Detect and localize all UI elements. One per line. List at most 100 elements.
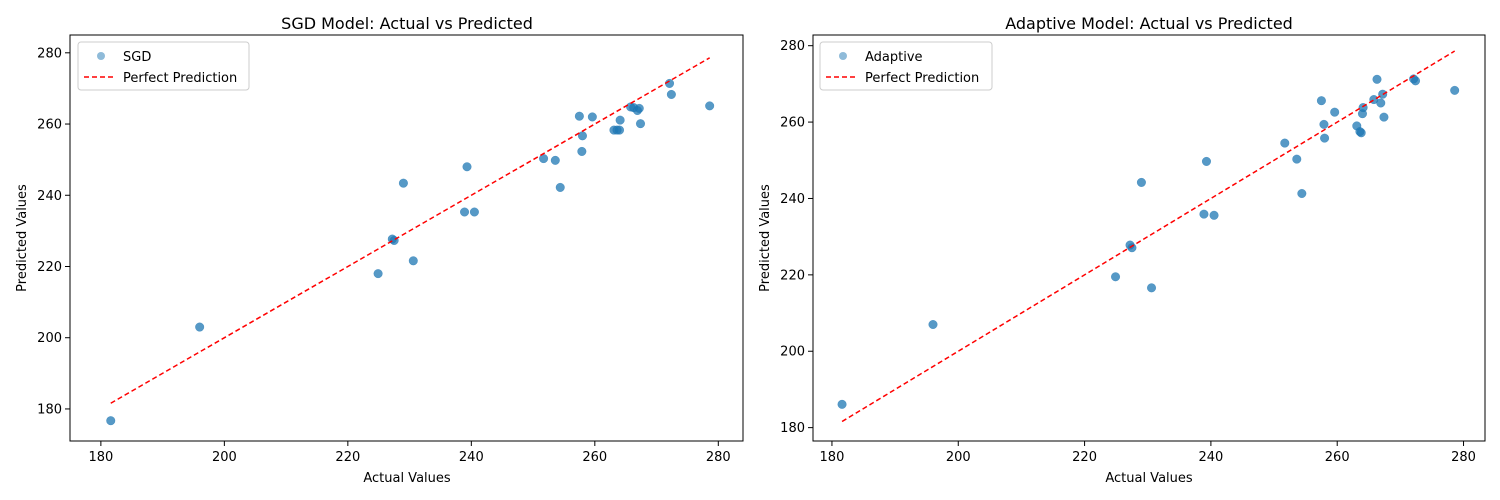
data-point [1320,133,1330,143]
data-point [1372,74,1382,84]
data-point [1136,177,1146,187]
legend-box [819,41,993,91]
legend: Adaptive Perfect Prediction [819,41,993,91]
y-tick-label: 200 [780,345,805,360]
axes-frame [69,34,744,442]
data-point [1292,154,1302,164]
data-point [635,119,646,129]
data-point [1127,243,1137,253]
data-point [1379,112,1389,122]
data-point [636,119,645,128]
chart-title: Adaptive Model: Actual vs Predicted [1005,14,1293,33]
data-point [462,162,472,172]
y-tick-label: 260 [37,118,62,133]
data-point [106,416,116,426]
data-point [539,154,548,163]
data-point [634,104,644,113]
y-tick-label: 240 [37,189,62,204]
data-point [577,147,587,156]
data-point [577,146,587,157]
data-point [1202,157,1211,166]
data-point [1376,98,1386,108]
legend-label: Perfect Prediction [123,71,237,86]
data-point [1199,209,1209,219]
data-point [462,162,472,172]
data-point [1319,119,1329,129]
x-tick-label: 260 [1325,450,1350,465]
data-point [408,256,418,266]
data-point [666,89,676,100]
data-point [1356,128,1366,138]
data-point [578,131,587,141]
data-point [1292,154,1302,164]
y-axis-label: Predicted Values [15,184,30,292]
data-point [1110,272,1121,282]
chart-title: SGD Model: Actual vs Predicted [281,14,533,33]
x-tick-label: 240 [1198,450,1223,465]
data-point [1209,210,1219,220]
x-tick-label: 180 [88,450,113,465]
data-point [588,112,597,122]
x-tick-label: 220 [335,450,360,465]
data-point [574,111,584,121]
y-tick-label: 180 [37,402,62,417]
data-point [1111,272,1120,282]
data-point [1280,138,1290,148]
data-point [665,79,674,88]
chart-panel-sgd: SGD Model: Actual vs Predicted 180 200 220… [15,14,744,486]
data-point [408,256,418,266]
y-tick-label: 200 [37,331,62,346]
x-tick-label: 200 [212,450,237,465]
data-point [399,178,408,188]
data-point [634,103,644,113]
plot-area: 180 200 220 240 260 280 180 200 220 240 260 280 [37,46,731,465]
x-tick-label: 280 [1451,450,1476,465]
data-point [398,178,408,188]
legend: SGD Perfect Prediction [77,41,250,91]
legend-marker-icon [839,52,847,60]
data-point [555,182,565,192]
perfect-prediction-line [110,57,711,404]
data-point [550,155,560,165]
data-point [1316,96,1326,106]
data-point [373,269,383,278]
x-tick-label: 260 [582,450,607,465]
data-point [1411,76,1420,86]
data-point [1137,178,1146,187]
x-tick-label: 280 [706,450,731,465]
data-point [373,269,383,279]
data-point [1319,120,1329,129]
data-point [195,322,204,332]
legend-label: Perfect Prediction [865,71,979,86]
data-point [106,416,116,426]
data-point [1372,75,1382,84]
data-point [1378,89,1388,99]
data-point [1209,210,1219,220]
data-point [1356,128,1366,138]
data-point [837,399,847,409]
data-point [705,101,714,111]
data-point [1330,107,1340,117]
data-point [614,125,625,135]
data-point [1199,209,1209,219]
plot-area: 180 200 220 240 260 280 180 200 220 240 260 280 [780,39,1476,465]
perfect-prediction-line [841,50,1456,423]
x-tick-label: 220 [1072,450,1097,465]
legend-label: SGD [123,50,151,65]
y-axis-label: Predicted Values [758,184,773,292]
data-point [195,322,205,332]
data-point [1280,138,1290,148]
data-point [1147,283,1156,293]
data-point [1450,86,1459,95]
y-tick-label: 280 [780,39,805,54]
data-point [470,207,479,217]
x-axis-label: Actual Values [1105,471,1193,486]
data-point [1146,283,1157,293]
data-point [615,125,624,135]
y-tick-label: 220 [780,268,805,283]
data-point [1376,98,1386,108]
y-tick-label: 240 [780,192,805,207]
x-tick-label: 200 [946,450,971,465]
legend-box [77,41,250,91]
